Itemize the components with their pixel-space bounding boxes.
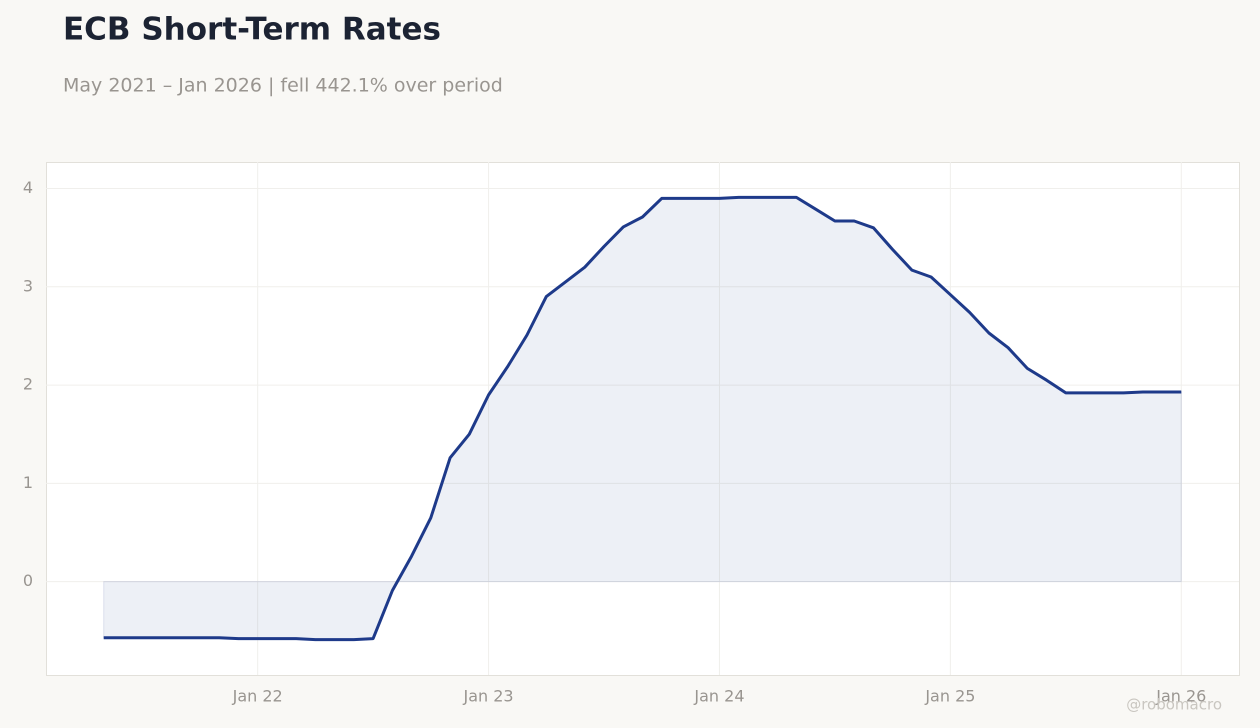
y-tick-label: 4 [23,178,33,197]
y-tick-label: 2 [23,375,33,394]
x-tick-label: Jan 24 [693,687,744,706]
chart-title: ECB Short-Term Rates [63,12,441,48]
chart-subtitle: May 2021 – Jan 2026 | fell 442.1% over p… [63,75,503,97]
line [103,195,1182,642]
plot-area [46,162,1240,676]
y-tick-label: 3 [23,276,33,295]
y-tick-label: 1 [23,473,33,492]
x-tick-label: Jan 26 [1155,687,1206,706]
y-tick-label: 0 [23,571,33,590]
watermark: @robomacro [1126,696,1222,714]
x-tick-label: Jan 22 [232,687,283,706]
x-tick-label: Jan 23 [463,687,514,706]
x-tick-label: Jan 25 [924,687,975,706]
